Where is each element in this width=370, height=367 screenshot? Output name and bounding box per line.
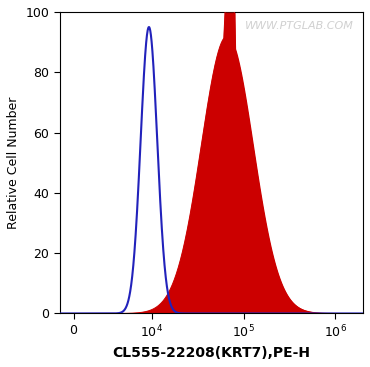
Text: WWW.PTGLAB.COM: WWW.PTGLAB.COM: [245, 21, 354, 31]
X-axis label: CL555-22208(KRT7),PE-H: CL555-22208(KRT7),PE-H: [112, 346, 310, 360]
Y-axis label: Relative Cell Number: Relative Cell Number: [7, 97, 20, 229]
